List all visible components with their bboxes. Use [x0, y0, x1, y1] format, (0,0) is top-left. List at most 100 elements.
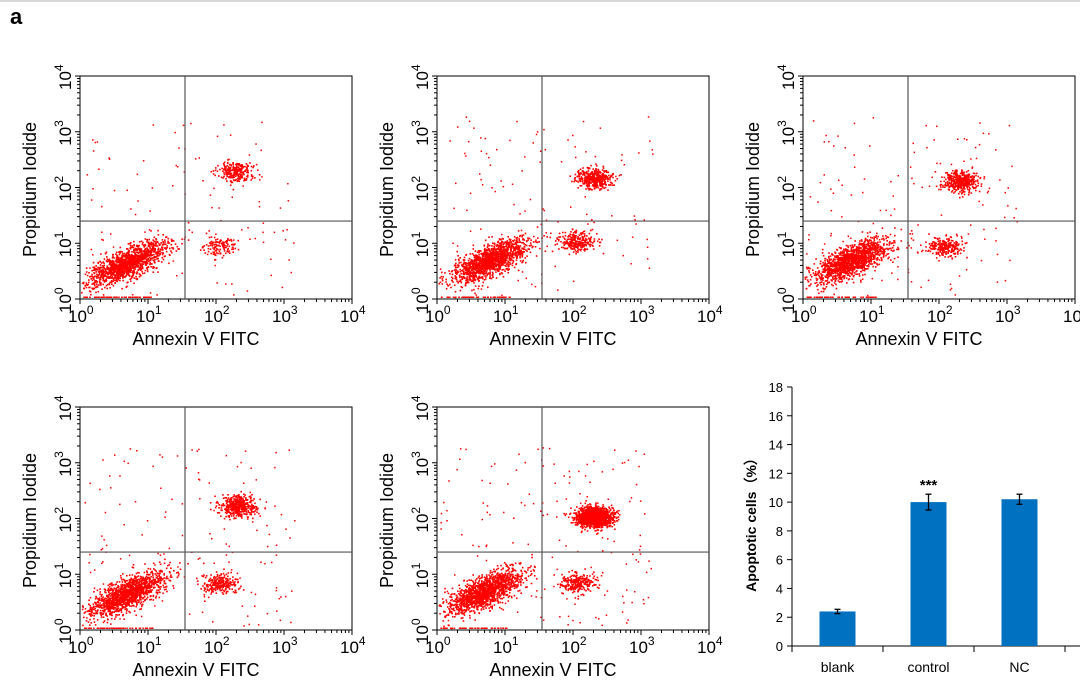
event-dot — [646, 238, 648, 241]
event-dot — [484, 257, 487, 260]
event-dot — [805, 287, 808, 290]
event-dot — [223, 173, 226, 176]
event-dot — [833, 258, 835, 260]
event-dot — [505, 261, 507, 264]
event-dot — [107, 271, 110, 273]
event-dot — [592, 175, 594, 177]
event-dot — [230, 238, 232, 241]
event-dot — [130, 246, 132, 248]
event-dot — [501, 269, 503, 271]
event-dot — [451, 273, 454, 276]
event-dot — [490, 277, 493, 280]
event-dot — [464, 269, 467, 272]
event-dot — [563, 244, 565, 246]
event-dot — [171, 247, 173, 249]
event-dot — [110, 263, 113, 266]
event-dot — [843, 251, 845, 253]
event-dot — [258, 174, 261, 176]
event-dot — [604, 170, 607, 172]
event-dot — [226, 245, 228, 247]
event-dot — [232, 248, 235, 250]
event-dot — [453, 264, 456, 267]
event-dot — [230, 164, 232, 166]
event-dot — [156, 251, 159, 254]
event-dot — [549, 236, 552, 239]
event-dot — [228, 252, 231, 254]
event-dot — [562, 246, 565, 249]
event-dot — [247, 174, 249, 177]
event-dot — [130, 271, 132, 273]
event-dot — [175, 164, 177, 167]
event-dot — [103, 279, 106, 282]
event-dot — [822, 254, 825, 257]
event-dot — [154, 255, 157, 258]
event-dot — [531, 246, 534, 249]
event-dot — [215, 246, 217, 248]
event-dot — [101, 231, 103, 233]
event-dot — [814, 282, 816, 284]
event-dot — [99, 278, 102, 281]
event-dot — [247, 227, 249, 229]
event-dot — [126, 285, 128, 288]
event-dot — [498, 270, 500, 273]
event-dot — [506, 257, 508, 259]
event-dot — [517, 247, 520, 249]
event-dot — [484, 256, 487, 258]
event-dot — [599, 178, 602, 180]
event-dot — [482, 255, 485, 258]
event-dot — [126, 281, 128, 284]
event-dot — [602, 172, 604, 175]
event-dot — [500, 258, 502, 261]
event-dot — [211, 243, 213, 245]
event-dot — [509, 239, 511, 241]
event-dot — [114, 263, 116, 266]
event-dot — [520, 252, 522, 254]
event-dot — [475, 272, 477, 274]
event-dot — [125, 265, 127, 267]
event-dot — [138, 296, 141, 298]
event-dot — [157, 250, 160, 253]
event-dot — [537, 237, 539, 239]
event-dot — [806, 279, 809, 281]
event-dot — [152, 124, 155, 126]
event-dot — [113, 274, 115, 276]
event-dot — [233, 176, 235, 178]
event-dot — [455, 276, 457, 278]
event-dot — [610, 181, 612, 184]
y-tick-label: 104 — [52, 64, 75, 90]
event-dot — [517, 251, 520, 253]
event-dot — [529, 242, 532, 244]
event-dot — [483, 279, 486, 281]
event-dot — [504, 270, 506, 272]
event-dot — [581, 245, 583, 247]
event-dot — [570, 237, 572, 239]
event-dot — [816, 278, 819, 280]
event-dot — [588, 176, 591, 178]
event-dot — [595, 179, 598, 181]
event-dot — [503, 242, 505, 245]
event-dot — [598, 174, 601, 177]
event-dot — [218, 207, 220, 209]
event-dot — [224, 165, 226, 168]
event-dot — [457, 255, 459, 257]
event-dot — [146, 261, 148, 264]
event-dot — [595, 177, 597, 179]
event-dot — [586, 248, 589, 250]
event-dot — [439, 281, 442, 284]
event-dot — [484, 239, 487, 242]
x-tick-label: 102 — [561, 303, 587, 326]
event-dot — [858, 244, 860, 246]
event-dot — [479, 276, 482, 279]
event-dot — [447, 296, 449, 298]
event-dot — [124, 270, 127, 273]
event-dot — [231, 196, 233, 198]
event-dot — [493, 266, 495, 268]
event-dot — [126, 265, 129, 268]
event-dot — [466, 267, 468, 269]
event-dot — [104, 252, 107, 255]
event-dot — [862, 257, 865, 259]
event-dot — [603, 175, 605, 177]
event-dot — [518, 239, 521, 242]
event-dot — [503, 253, 505, 256]
event-dot — [135, 275, 137, 278]
